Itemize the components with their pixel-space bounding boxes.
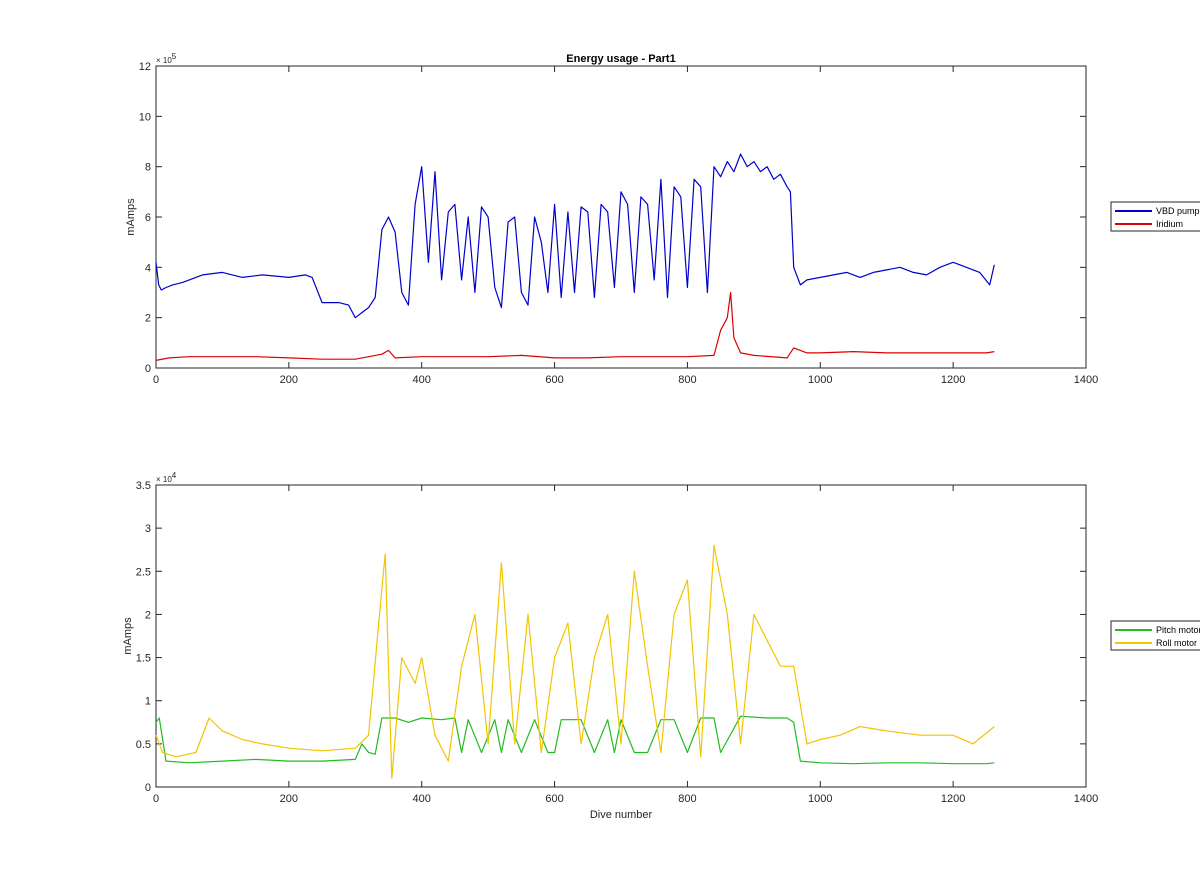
bottom-legend-box — [1110, 620, 1200, 651]
bottom-y-tick-label: 1 — [145, 696, 151, 708]
series-line-vbd-pump — [155, 153, 995, 319]
top-plot-area — [155, 65, 1087, 369]
top-exponent-power: 5 — [172, 52, 177, 61]
top-y-ticks: 0 2 4 6 8 10 12 — [139, 61, 1086, 375]
bottom-y-tick-label: 1.5 — [136, 653, 151, 665]
bottom-legend-label-roll: Roll motor — [1156, 638, 1197, 648]
bottom-y-ticks: 0 0.5 1 1.5 2 2.5 3 3.5 — [136, 480, 1086, 794]
bottom-x-tick-label: 600 — [545, 793, 563, 805]
bottom-xlabel: Dive number — [590, 809, 653, 821]
bottom-y-exponent: × 104 — [156, 471, 177, 484]
top-exponent-base: × 10 — [156, 56, 172, 65]
series-line-roll-motor — [155, 544, 995, 780]
top-y-tick-label: 8 — [145, 162, 151, 174]
top-series-lines — [155, 153, 995, 361]
bottom-x-tick-label: 1000 — [808, 793, 832, 805]
bottom-x-tick-label: 1200 — [941, 793, 965, 805]
bottom-y-tick-label: 3.5 — [136, 480, 151, 492]
bottom-x-tick-label: 1400 — [1074, 793, 1098, 805]
bottom-exponent-power: 4 — [172, 471, 177, 480]
top-legend: VBD pump Iridium — [1110, 201, 1200, 232]
bottom-axes: mAmps Dive number × 104 0 200 400 600 800 100… — [122, 471, 1098, 821]
top-y-tick-label: 12 — [139, 61, 151, 73]
top-ylabel: mAmps — [125, 198, 137, 236]
top-legend-label-vbd: VBD pump — [1156, 206, 1200, 216]
top-legend-box — [1110, 201, 1200, 232]
top-y-exponent: × 105 — [156, 52, 177, 65]
bottom-x-tick-label: 800 — [678, 793, 696, 805]
bottom-legend-label-pitch: Pitch motor — [1156, 625, 1200, 635]
bottom-x-tick-label: 400 — [413, 793, 431, 805]
bottom-x-tick-label: 0 — [153, 793, 159, 805]
top-x-tick-label: 1000 — [808, 374, 832, 386]
top-y-tick-label: 2 — [145, 313, 151, 325]
bottom-y-tick-label: 2.5 — [136, 566, 151, 578]
top-axes: Energy usage - Part1 mAmps × 105 0 200 400… — [125, 52, 1098, 386]
top-y-tick-label: 6 — [145, 212, 151, 224]
bottom-y-tick-label: 0.5 — [136, 739, 151, 751]
bottom-y-tick-label: 0 — [145, 782, 151, 794]
bottom-x-ticks: 0 200 400 600 800 1000 1200 1400 — [153, 485, 1098, 805]
top-title: Energy usage - Part1 — [566, 53, 675, 65]
top-y-tick-label: 10 — [139, 111, 151, 123]
series-line-pitch-motor — [155, 715, 995, 765]
top-x-tick-label: 200 — [280, 374, 298, 386]
series-line-iridium — [155, 291, 995, 361]
bottom-ylabel: mAmps — [122, 617, 134, 655]
top-x-tick-label: 1400 — [1074, 374, 1098, 386]
top-x-ticks: 0 200 400 600 800 1000 1200 1400 — [153, 66, 1098, 386]
svg-text:× 104: × 104 — [156, 471, 177, 484]
bottom-exponent-base: × 10 — [156, 475, 172, 484]
top-x-tick-label: 0 — [153, 374, 159, 386]
top-x-tick-label: 800 — [678, 374, 696, 386]
top-legend-label-iridium: Iridium — [1156, 219, 1183, 229]
top-y-tick-label: 4 — [145, 262, 151, 274]
top-x-tick-label: 600 — [545, 374, 563, 386]
bottom-series-lines — [155, 544, 995, 780]
top-x-tick-label: 1200 — [941, 374, 965, 386]
bottom-legend: Pitch motor Roll motor — [1110, 620, 1200, 651]
svg-text:× 105: × 105 — [156, 52, 177, 65]
bottom-y-tick-label: 2 — [145, 609, 151, 621]
top-x-tick-label: 400 — [413, 374, 431, 386]
bottom-y-tick-label: 3 — [145, 523, 151, 535]
bottom-x-tick-label: 200 — [280, 793, 298, 805]
top-y-tick-label: 0 — [145, 363, 151, 375]
